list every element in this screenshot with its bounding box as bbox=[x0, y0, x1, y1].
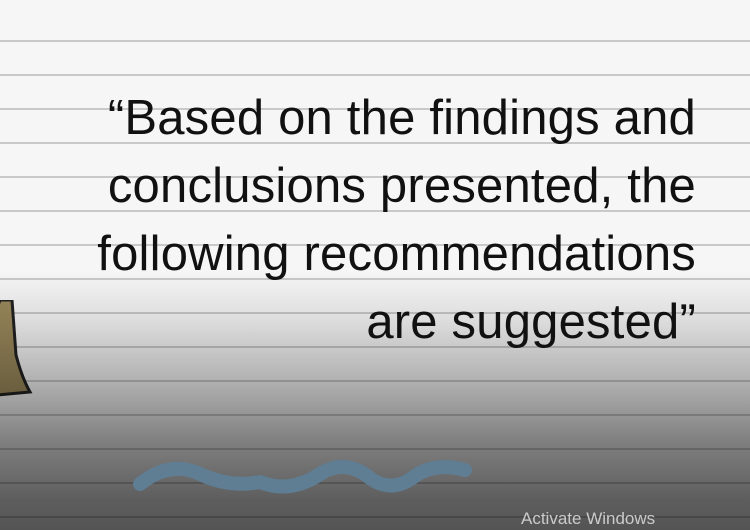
quote-line-4: are suggested” bbox=[366, 295, 696, 349]
quote-line-3: following recommendations bbox=[97, 227, 696, 281]
quote-text: “Based on the findings and conclusions p… bbox=[0, 84, 696, 356]
quote-line-2: conclusions presented, the bbox=[107, 159, 696, 213]
quote-line-1: “Based on the findings and bbox=[107, 91, 696, 145]
squiggle-icon bbox=[133, 460, 472, 494]
activate-windows-watermark: Activate Windows bbox=[521, 509, 656, 528]
